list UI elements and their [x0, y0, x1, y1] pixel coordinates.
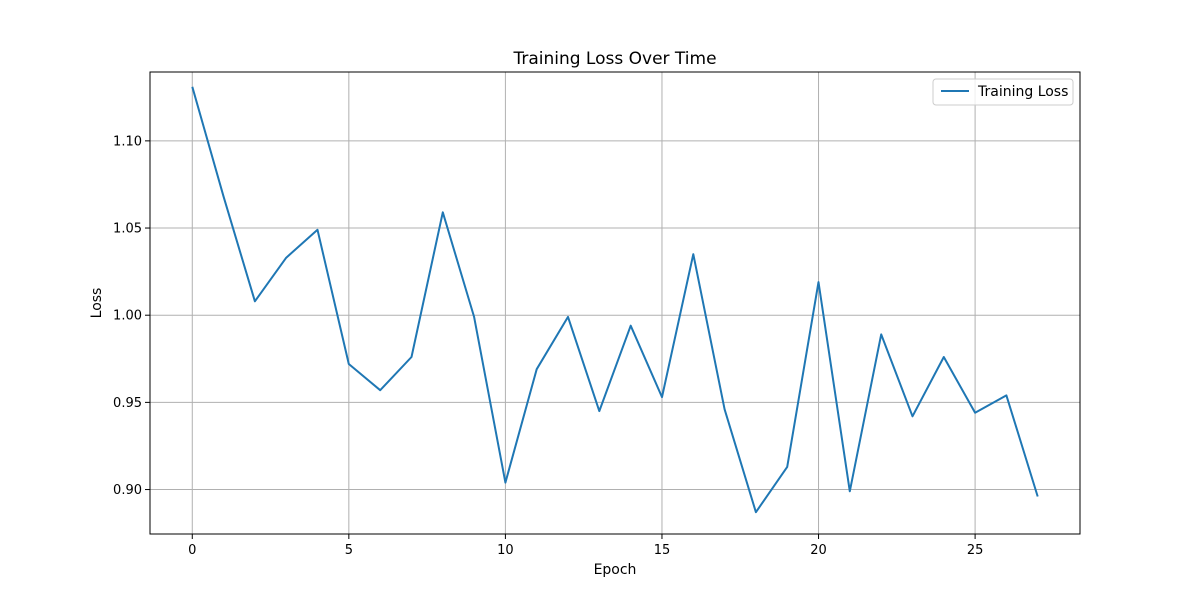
y-tick-label: 1.05 [113, 222, 142, 237]
y-tick-label: 1.10 [113, 134, 142, 149]
x-tick-label: 0 [188, 543, 196, 558]
y-tick-label: 1.00 [113, 309, 142, 324]
y-axis: 0.90 0.95 1.00 1.05 1.10 [113, 134, 150, 498]
data-point [692, 253, 694, 255]
x-tick-label: 20 [810, 543, 827, 558]
data-point [943, 356, 945, 358]
legend: Training Loss [932, 78, 1074, 106]
data-point [442, 211, 444, 213]
data-point [724, 408, 726, 410]
data-point [317, 229, 319, 231]
legend-box [932, 78, 1074, 106]
data-point [223, 196, 225, 198]
data-point [630, 325, 632, 327]
x-tick-label: 15 [654, 543, 671, 558]
data-point [536, 368, 538, 370]
data-point [911, 415, 913, 417]
data-point [974, 412, 976, 414]
chart-title: Training Loss Over Time [512, 49, 716, 69]
data-point [1005, 394, 1007, 396]
y-tick-label: 0.90 [113, 483, 142, 498]
legend-label: Training Loss [977, 84, 1068, 100]
data-point [285, 257, 287, 259]
data-point [410, 356, 412, 358]
data-point [567, 316, 569, 318]
data-point [348, 363, 350, 365]
data-point [818, 281, 820, 283]
x-tick-label: 5 [345, 543, 353, 558]
data-point [504, 482, 506, 484]
series-layer [191, 86, 1039, 514]
data-point [598, 410, 600, 412]
plot-frame [149, 71, 1081, 535]
data-point [379, 389, 381, 391]
data-point [786, 466, 788, 468]
data-point [191, 86, 193, 88]
x-tick-label: 25 [967, 543, 984, 558]
y-tick-label: 0.95 [113, 396, 142, 411]
grid [150, 72, 1080, 534]
data-point [849, 490, 851, 492]
x-axis-title: Epoch [594, 562, 637, 578]
x-tick-label: 10 [497, 543, 514, 558]
data-point [880, 333, 882, 335]
x-axis: 0 5 10 15 20 25 [188, 534, 983, 558]
series-line-training-loss [191, 86, 1039, 514]
data-point [1037, 496, 1039, 498]
data-point [254, 300, 256, 302]
y-axis-title: Loss [89, 288, 105, 319]
data-point [755, 511, 757, 513]
data-point [473, 316, 475, 318]
data-point [661, 396, 663, 398]
